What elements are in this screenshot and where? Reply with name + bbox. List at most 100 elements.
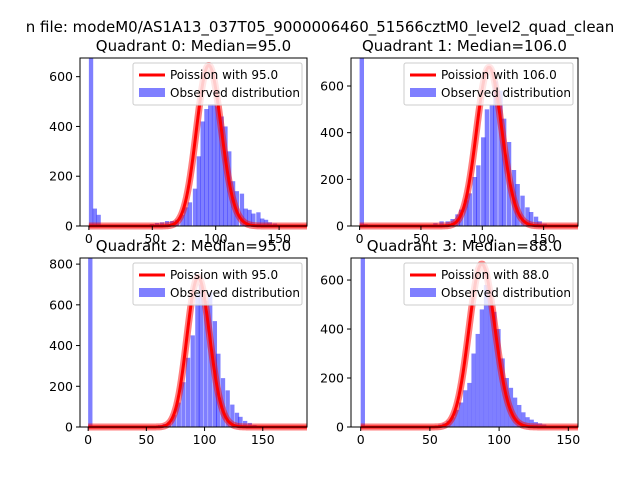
axes-frame [79, 257, 308, 428]
legend-observed-swatch [410, 88, 436, 97]
axes-frame [350, 257, 579, 428]
subplot-title: Quadrant 2: Median=95.0 [96, 237, 291, 255]
y-tick-label: 400 [320, 125, 344, 140]
legend-observed-label: Observed distribution [170, 86, 300, 100]
subplot-quadrant-3: 0 50 100 150 0 200 400 600 Poission with 88.0 Obs… [320, 237, 580, 447]
y-tick-label: 600 [49, 297, 73, 312]
x-tick-label: 0 [85, 231, 93, 246]
observed-bar [251, 213, 256, 226]
observed-bar [484, 109, 490, 226]
observed-bar [195, 294, 200, 427]
observed-bar [243, 208, 248, 226]
x-tick-label: 150 [251, 432, 275, 447]
observed-bar [192, 188, 198, 226]
subplot-title: Quadrant 0: Median=95.0 [96, 37, 291, 55]
observed-bar [454, 409, 460, 427]
x-tick-label: 0 [356, 231, 364, 246]
x-tick-label: 150 [267, 231, 291, 246]
observed-bar [239, 193, 245, 226]
observed-bar [208, 104, 213, 226]
legend-observed-label: Observed distribution [170, 286, 300, 300]
legend-observed-swatch [410, 288, 436, 297]
legend-observed-label: Observed distribution [441, 286, 571, 300]
observed-bar [215, 106, 221, 226]
observed-bar [260, 218, 265, 226]
legend-poisson-label: Poission with 95.0 [170, 68, 278, 82]
x-tick-label: 0 [357, 432, 365, 447]
observed-bar [496, 329, 501, 427]
observed-bar [198, 284, 204, 427]
observed-bar [200, 121, 205, 226]
x-tick-label: 50 [422, 432, 438, 447]
observed-bar [475, 333, 480, 427]
observed-bar [211, 104, 217, 226]
y-tick-label: 400 [49, 338, 73, 353]
y-tick-label: 0 [336, 420, 344, 435]
observed-bar [256, 212, 261, 226]
observed-bar [225, 390, 230, 427]
legend-box [132, 262, 303, 306]
x-tick-label: 100 [487, 432, 511, 447]
subplot-title: Quadrant 3: Median=88.0 [367, 237, 562, 255]
y-tick-label: 200 [320, 172, 344, 187]
observed-bar [471, 353, 476, 427]
observed-bar [360, 258, 365, 427]
x-tick-label: 50 [138, 432, 154, 447]
observed-bar [238, 416, 243, 427]
legend-observed-swatch [139, 288, 165, 297]
y-tick-label: 600 [320, 273, 344, 288]
observed-bar [492, 311, 497, 427]
x-tick-label: 50 [413, 231, 429, 246]
observed-bar [203, 300, 208, 427]
legend-observed-swatch [139, 88, 165, 97]
y-tick-label: 200 [49, 379, 73, 394]
observed-bar [517, 404, 522, 427]
observed-bar [196, 156, 201, 226]
legend-poisson-label: Poission with 95.0 [170, 268, 278, 282]
y-tick-label: 600 [320, 79, 344, 94]
observed-bar [488, 289, 493, 427]
y-tick-label: 800 [49, 257, 73, 272]
x-tick-label: 100 [193, 432, 217, 447]
observed-bar [472, 177, 477, 226]
observed-bar [219, 116, 224, 226]
y-tick-label: 400 [49, 119, 73, 134]
observed-bar [501, 118, 507, 226]
x-tick-label: 50 [144, 231, 160, 246]
observed-bar [96, 214, 101, 226]
observed-bar [483, 284, 489, 427]
figure-suptitle: n file: modeM0/AS1A13_037T05_9000006460_… [26, 18, 615, 37]
observed-bar [525, 417, 530, 427]
observed-bar [234, 412, 240, 427]
observed-bar [467, 193, 472, 226]
observed-bar [533, 216, 539, 226]
observed-bar [463, 390, 468, 427]
y-tick-label: 600 [49, 69, 73, 84]
observed-bar [493, 81, 498, 226]
legend-box [403, 262, 574, 306]
observed-bar [359, 58, 365, 226]
observed-bar [92, 208, 97, 226]
x-tick-label: 0 [84, 432, 92, 447]
observed-bar [187, 202, 193, 226]
legend-box [403, 62, 574, 106]
observed-bar [247, 209, 252, 226]
observed-bar [88, 258, 93, 427]
y-tick-label: 400 [320, 322, 344, 337]
observed-bar [498, 90, 503, 227]
observed-bar [176, 402, 181, 427]
legend-box [132, 62, 303, 106]
observed-bar [467, 382, 472, 427]
subplot-title: Quadrant 1: Median=106.0 [362, 37, 567, 55]
x-tick-label: 150 [556, 432, 580, 447]
subplot-quadrant-1: 0 50 100 150 0 200 400 600 Poission with 106.0 Ob… [320, 37, 581, 246]
x-tick-label: 150 [532, 231, 556, 246]
subplot-quadrant-2: 0 50 100 150 0 200 400 600 800 Poission with 95.0… [49, 237, 310, 447]
axes-frame [79, 57, 308, 227]
axes-frame [350, 57, 579, 227]
observed-bar [181, 382, 186, 427]
observed-bar [185, 357, 191, 427]
subplot-quadrant-0: 0 50 100 150 0 200 400 600 Poission with 95.0 Obs… [49, 37, 310, 246]
observed-bar [183, 207, 189, 226]
